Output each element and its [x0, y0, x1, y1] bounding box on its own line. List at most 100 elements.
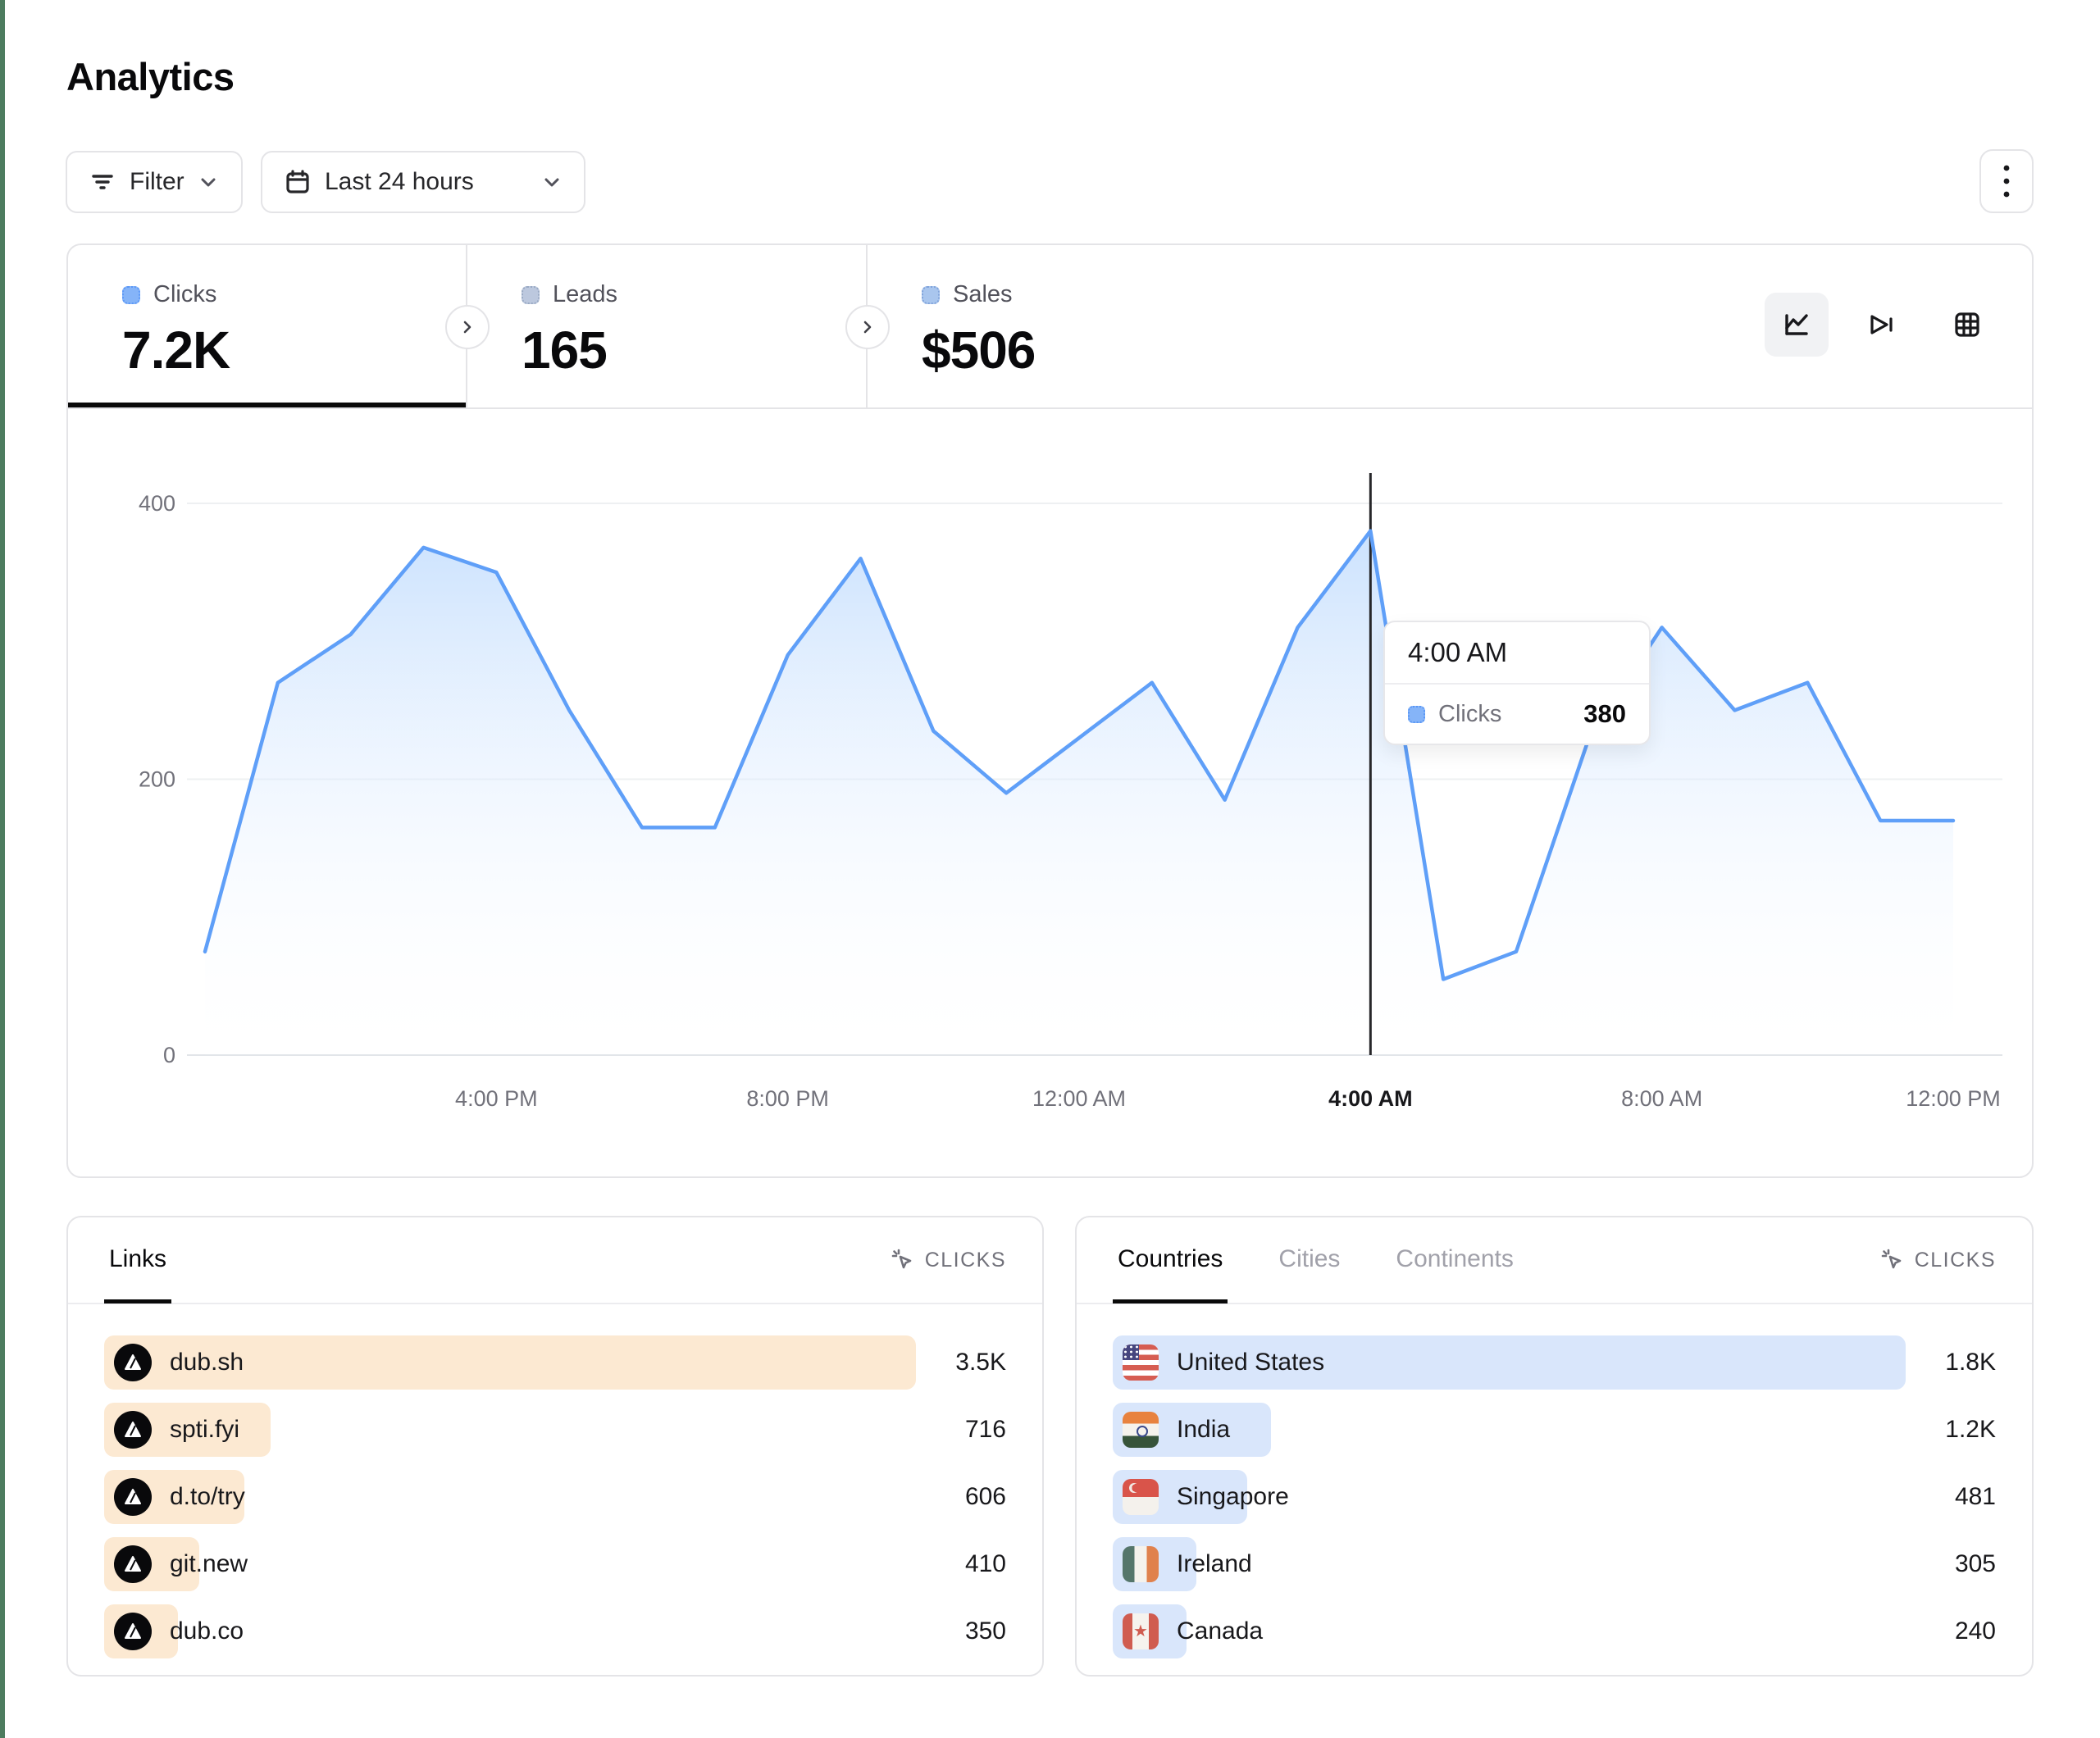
continents-tab-label: Continents — [1396, 1244, 1514, 1272]
pointer-click-icon — [1880, 1248, 1905, 1272]
sales-label: Sales — [953, 281, 1013, 307]
in-flag-icon — [1123, 1412, 1159, 1448]
row-label: United States — [1177, 1349, 1325, 1376]
sg-flag-icon — [1123, 1479, 1159, 1515]
clicks-legend-swatch — [122, 285, 140, 304]
svg-text:12:00 PM: 12:00 PM — [1906, 1086, 2001, 1111]
funnel-chart-view-button[interactable] — [1850, 293, 1914, 357]
row-label: Singapore — [1177, 1483, 1289, 1510]
pointer-click-icon — [891, 1248, 915, 1272]
leads-value: 165 — [522, 321, 608, 380]
links-panel: Links CLICKS dub.sh 3.5K spti.fyi 716 d.to/t… — [66, 1216, 1044, 1677]
tab-countries[interactable]: Countries — [1113, 1218, 1228, 1304]
cities-tab-label: Cities — [1278, 1244, 1341, 1272]
table-view-button[interactable] — [1935, 293, 1999, 357]
svg-text:0: 0 — [163, 1043, 175, 1067]
list-item[interactable]: Ireland 305 — [1113, 1537, 1996, 1591]
links-metric-header[interactable]: CLICKS — [891, 1248, 1006, 1272]
line-chart-view-button[interactable] — [1765, 293, 1829, 357]
countries-panel: Countries Cities Continents CLICKS Unite… — [1075, 1216, 2034, 1677]
row-value: 305 — [1954, 1550, 1996, 1577]
tab-clicks[interactable]: Clicks 7.2K — [68, 245, 467, 407]
expand-clicks-button[interactable] — [445, 305, 490, 349]
more-options-button[interactable] — [1979, 149, 2034, 213]
tab-sales[interactable]: Sales $506 — [868, 245, 2032, 407]
tooltip-series-swatch — [1408, 705, 1425, 723]
row-value: 410 — [964, 1550, 1006, 1577]
value-bar — [104, 1335, 916, 1390]
leads-legend-swatch — [522, 285, 540, 304]
date-range-button[interactable]: Last 24 hours — [261, 151, 585, 213]
list-item[interactable]: dub.co 350 — [104, 1604, 1006, 1658]
clicks-area-chart[interactable]: 0 200 400 4:00 PM 8:00 PM 12:00 AM 4:00 AM 8:00… — [68, 409, 2032, 1176]
countries-tab-label: Countries — [1118, 1244, 1223, 1272]
list-item[interactable]: Singapore 481 — [1113, 1470, 1996, 1524]
filter-button[interactable]: Filter — [66, 151, 243, 213]
svg-text:400: 400 — [139, 491, 175, 516]
filter-lines-icon — [89, 168, 116, 196]
dub-logo-icon — [114, 1344, 152, 1381]
svg-text:12:00 AM: 12:00 AM — [1032, 1086, 1126, 1111]
calendar-icon — [284, 168, 312, 196]
row-value: 481 — [1954, 1483, 1996, 1510]
clicks-label: Clicks — [153, 281, 217, 307]
page-title: Analytics — [66, 55, 235, 98]
dub-logo-icon — [114, 1478, 152, 1516]
clicks-chart-area[interactable]: 0 200 400 4:00 PM 8:00 PM 12:00 AM 4:00 AM 8:00… — [68, 409, 2032, 1176]
table-grid-icon — [1951, 308, 1984, 341]
svg-text:4:00 AM: 4:00 AM — [1328, 1086, 1413, 1111]
date-range-label: Last 24 hours — [325, 168, 474, 195]
list-item[interactable]: ★ Canada 240 — [1113, 1604, 1996, 1658]
row-value: 1.2K — [1945, 1416, 1996, 1443]
line-chart-icon — [1780, 308, 1813, 341]
list-item[interactable]: d.to/try 606 — [104, 1470, 1006, 1524]
sales-legend-swatch — [922, 285, 940, 304]
row-value: 606 — [964, 1483, 1006, 1510]
countries-metric-label: CLICKS — [1914, 1248, 1996, 1272]
tooltip-series-label: Clicks — [1438, 700, 1502, 727]
tooltip-divider — [1385, 683, 1649, 685]
row-label: Ireland — [1177, 1550, 1252, 1577]
filter-label: Filter — [130, 168, 184, 195]
tab-leads[interactable]: Leads 165 — [467, 245, 868, 407]
svg-text:8:00 AM: 8:00 AM — [1621, 1086, 1702, 1111]
us-flag-icon — [1123, 1344, 1159, 1381]
tab-links[interactable]: Links — [104, 1218, 172, 1304]
chevron-down-icon — [198, 171, 219, 193]
list-item[interactable]: git.new 410 — [104, 1537, 1006, 1591]
tab-cities[interactable]: Cities — [1273, 1218, 1345, 1304]
dub-logo-icon — [114, 1613, 152, 1650]
analytics-card: Clicks 7.2K Leads 165 Sales $506 — [66, 243, 2034, 1178]
row-value: 350 — [964, 1617, 1006, 1645]
row-label: spti.fyi — [170, 1416, 240, 1443]
clicks-value: 7.2K — [122, 321, 230, 380]
ie-flag-icon — [1123, 1546, 1159, 1582]
list-item[interactable]: spti.fyi 716 — [104, 1403, 1006, 1457]
chevron-down-icon — [541, 171, 563, 193]
countries-metric-header[interactable]: CLICKS — [1880, 1248, 1996, 1272]
links-metric-label: CLICKS — [924, 1248, 1006, 1272]
left-edge-accent — [0, 0, 5, 1738]
row-label: dub.sh — [170, 1349, 244, 1376]
list-item[interactable]: dub.sh 3.5K — [104, 1335, 1006, 1390]
row-label: India — [1177, 1416, 1231, 1443]
kebab-menu-icon — [2002, 163, 2011, 199]
row-value: 716 — [964, 1416, 1006, 1443]
leads-label: Leads — [553, 281, 618, 307]
row-value: 240 — [1954, 1617, 1996, 1645]
tooltip-value: 380 — [1583, 699, 1626, 728]
chart-tooltip: 4:00 AM Clicks 380 — [1383, 621, 1651, 745]
stats-tab-row: Clicks 7.2K Leads 165 Sales $506 — [68, 245, 2032, 409]
ca-flag-icon: ★ — [1123, 1613, 1159, 1649]
funnel-chart-icon — [1865, 308, 1898, 341]
expand-leads-button[interactable] — [845, 305, 890, 349]
row-label: d.to/try — [170, 1483, 245, 1510]
dub-logo-icon — [114, 1545, 152, 1583]
row-value: 1.8K — [1945, 1349, 1996, 1376]
tab-continents[interactable]: Continents — [1391, 1218, 1518, 1304]
dub-logo-icon — [114, 1411, 152, 1449]
list-item[interactable]: India 1.2K — [1113, 1403, 1996, 1457]
value-bar — [1113, 1335, 1906, 1390]
list-item[interactable]: United States 1.8K — [1113, 1335, 1996, 1390]
sales-value: $506 — [922, 321, 1036, 380]
